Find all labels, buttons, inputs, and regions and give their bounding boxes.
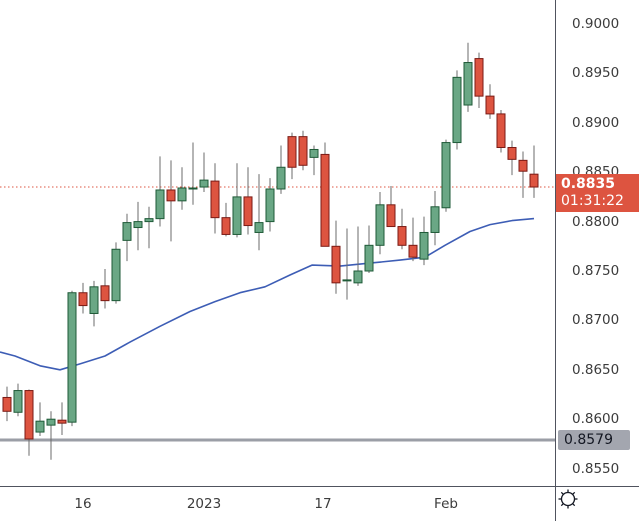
bullish-candle <box>13 390 23 413</box>
bearish-candle <box>221 217 231 235</box>
bearish-candle <box>474 58 484 97</box>
bearish-candle <box>57 419 67 424</box>
bearish-candle <box>287 136 297 168</box>
bullish-candle <box>364 244 374 272</box>
price-tick-label: 0.8800 <box>572 213 620 230</box>
last-price-badge: 0.8835 01:31:22 <box>556 174 639 213</box>
bullish-candle <box>111 248 121 302</box>
bullish-candle <box>177 187 187 202</box>
bearish-candle <box>100 285 110 302</box>
price-tick-label: 0.8900 <box>572 114 620 131</box>
bullish-candle <box>441 142 451 209</box>
bullish-candle <box>254 222 264 233</box>
bullish-candle <box>342 279 352 282</box>
bearish-candle <box>408 244 418 258</box>
bullish-candle <box>309 148 319 158</box>
bearish-candle <box>243 196 253 227</box>
bullish-candle <box>89 286 99 314</box>
bearish-candle <box>331 245 341 284</box>
bullish-candle <box>46 418 56 426</box>
bearish-candle <box>485 95 495 115</box>
bullish-candle <box>463 62 473 106</box>
price-tick-label: 0.8700 <box>572 312 620 329</box>
bar-countdown: 01:31:22 <box>561 193 624 210</box>
price-tick-label: 0.8950 <box>572 65 620 82</box>
price-tick-label: 0.8750 <box>572 263 620 279</box>
bearish-candle <box>386 204 396 228</box>
bearish-candle <box>24 390 34 440</box>
price-axis[interactable]: 0.9000 0.8950 0.8900 0.8850 0.8800 0.8750 0.87… <box>555 0 639 486</box>
time-axis[interactable]: 16 2023 17 Feb <box>0 486 555 521</box>
bearish-candle <box>2 396 12 412</box>
bullish-candle <box>144 218 154 223</box>
bearish-candle <box>210 180 220 219</box>
bearish-candle <box>78 292 88 307</box>
bullish-candle <box>35 420 45 433</box>
bullish-candle <box>232 196 242 235</box>
bullish-candle <box>265 188 275 223</box>
time-tick-label: Feb <box>434 496 458 512</box>
bullish-candle <box>430 206 440 233</box>
bullish-candle <box>67 292 77 423</box>
chart-settings-button[interactable] <box>555 486 639 521</box>
bullish-candle <box>133 221 143 229</box>
bullish-candle <box>276 166 286 190</box>
bearish-candle <box>518 159 528 172</box>
bearish-candle <box>298 136 308 166</box>
bearish-candle <box>397 226 407 246</box>
bearish-candle <box>496 113 506 148</box>
time-tick-label: 2023 <box>186 496 222 512</box>
price-tick-label: 0.8550 <box>572 460 620 477</box>
bearish-candle <box>320 153 330 247</box>
horizontal-level-badge: 0.8579 <box>558 429 630 450</box>
price-pane[interactable] <box>0 0 555 486</box>
candlestick-plot[interactable] <box>0 0 555 486</box>
bearish-candle <box>166 189 176 202</box>
price-tick-label: 0.8650 <box>572 361 620 378</box>
bullish-candle <box>419 231 429 260</box>
bullish-candle <box>199 179 209 188</box>
settings-gear-icon <box>558 489 578 509</box>
bearish-candle <box>507 147 517 160</box>
bearish-candle <box>529 173 539 188</box>
bullish-candle <box>155 189 165 220</box>
bullish-candle <box>375 204 385 246</box>
bullish-candle <box>353 270 363 284</box>
price-tick-label: 0.8600 <box>572 411 620 428</box>
time-tick-label: 16 <box>74 496 92 512</box>
bullish-candle <box>452 76 462 144</box>
price-tick-label: 0.9000 <box>572 16 620 32</box>
bullish-candle <box>188 187 198 190</box>
time-tick-label: 17 <box>314 496 332 512</box>
bullish-candle <box>122 222 132 241</box>
last-price-value: 0.8835 <box>561 176 616 193</box>
